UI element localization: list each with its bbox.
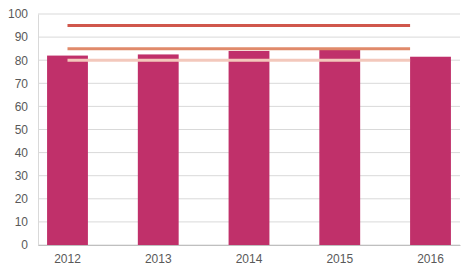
y-tick-label: 40 — [15, 146, 29, 160]
y-tick: 20 — [15, 192, 38, 206]
x-tick: 2014 — [236, 245, 263, 266]
x-tick-label: 2012 — [54, 252, 81, 266]
bar — [138, 54, 179, 245]
y-tick: 50 — [15, 123, 38, 137]
reference-line — [67, 24, 410, 27]
chart: 0102030405060708090100201220132014201520… — [0, 0, 468, 275]
grid — [38, 14, 460, 245]
bar — [229, 51, 270, 245]
y-axis-line — [38, 15, 39, 246]
y-tick-label: 10 — [15, 215, 29, 229]
marks — [47, 26, 451, 245]
x-tick-label: 2013 — [145, 252, 172, 266]
x-axis-line — [39, 245, 461, 246]
plot: 0102030405060708090100201220132014201520… — [8, 7, 461, 265]
y-tick-label: 100 — [8, 7, 28, 21]
y-tick: 30 — [15, 169, 38, 183]
x-tick-label: 2014 — [236, 252, 263, 266]
x-tick: 2015 — [326, 245, 353, 266]
x-axis: 2012 2013 2014 2015 2016 — [39, 245, 461, 266]
y-tick-label: 0 — [21, 238, 28, 252]
reference-line — [67, 47, 410, 50]
grid-line — [38, 14, 460, 15]
y-tick-label: 50 — [15, 123, 29, 137]
y-tick-label: 30 — [15, 169, 29, 183]
x-tick: 2016 — [417, 245, 444, 266]
y-tick: 70 — [15, 77, 38, 91]
y-tick-label: 60 — [15, 100, 29, 114]
y-tick: 60 — [15, 100, 38, 114]
y-tick: 10 — [15, 215, 38, 229]
y-tick: 0 — [21, 238, 38, 252]
bar — [410, 57, 451, 245]
y-tick-label: 80 — [15, 54, 29, 68]
y-tick-label: 70 — [15, 77, 29, 91]
y-tick: 100 — [8, 7, 38, 21]
y-tick: 80 — [15, 54, 38, 68]
bar — [47, 56, 88, 245]
x-tick: 2013 — [145, 245, 172, 266]
x-tick-label: 2015 — [326, 252, 353, 266]
grid-line — [38, 60, 460, 61]
y-tick: 90 — [15, 30, 38, 44]
reference-line — [67, 59, 410, 62]
bar — [319, 50, 360, 245]
y-tick-label: 90 — [15, 30, 29, 44]
y-axis: 0 10 20 30 40 50 60 70 80 90 100 — [8, 7, 39, 252]
x-tick-label: 2016 — [417, 252, 444, 266]
grid-line — [38, 37, 460, 38]
y-tick-label: 20 — [15, 192, 29, 206]
y-tick: 40 — [15, 146, 38, 160]
x-tick: 2012 — [54, 245, 81, 266]
